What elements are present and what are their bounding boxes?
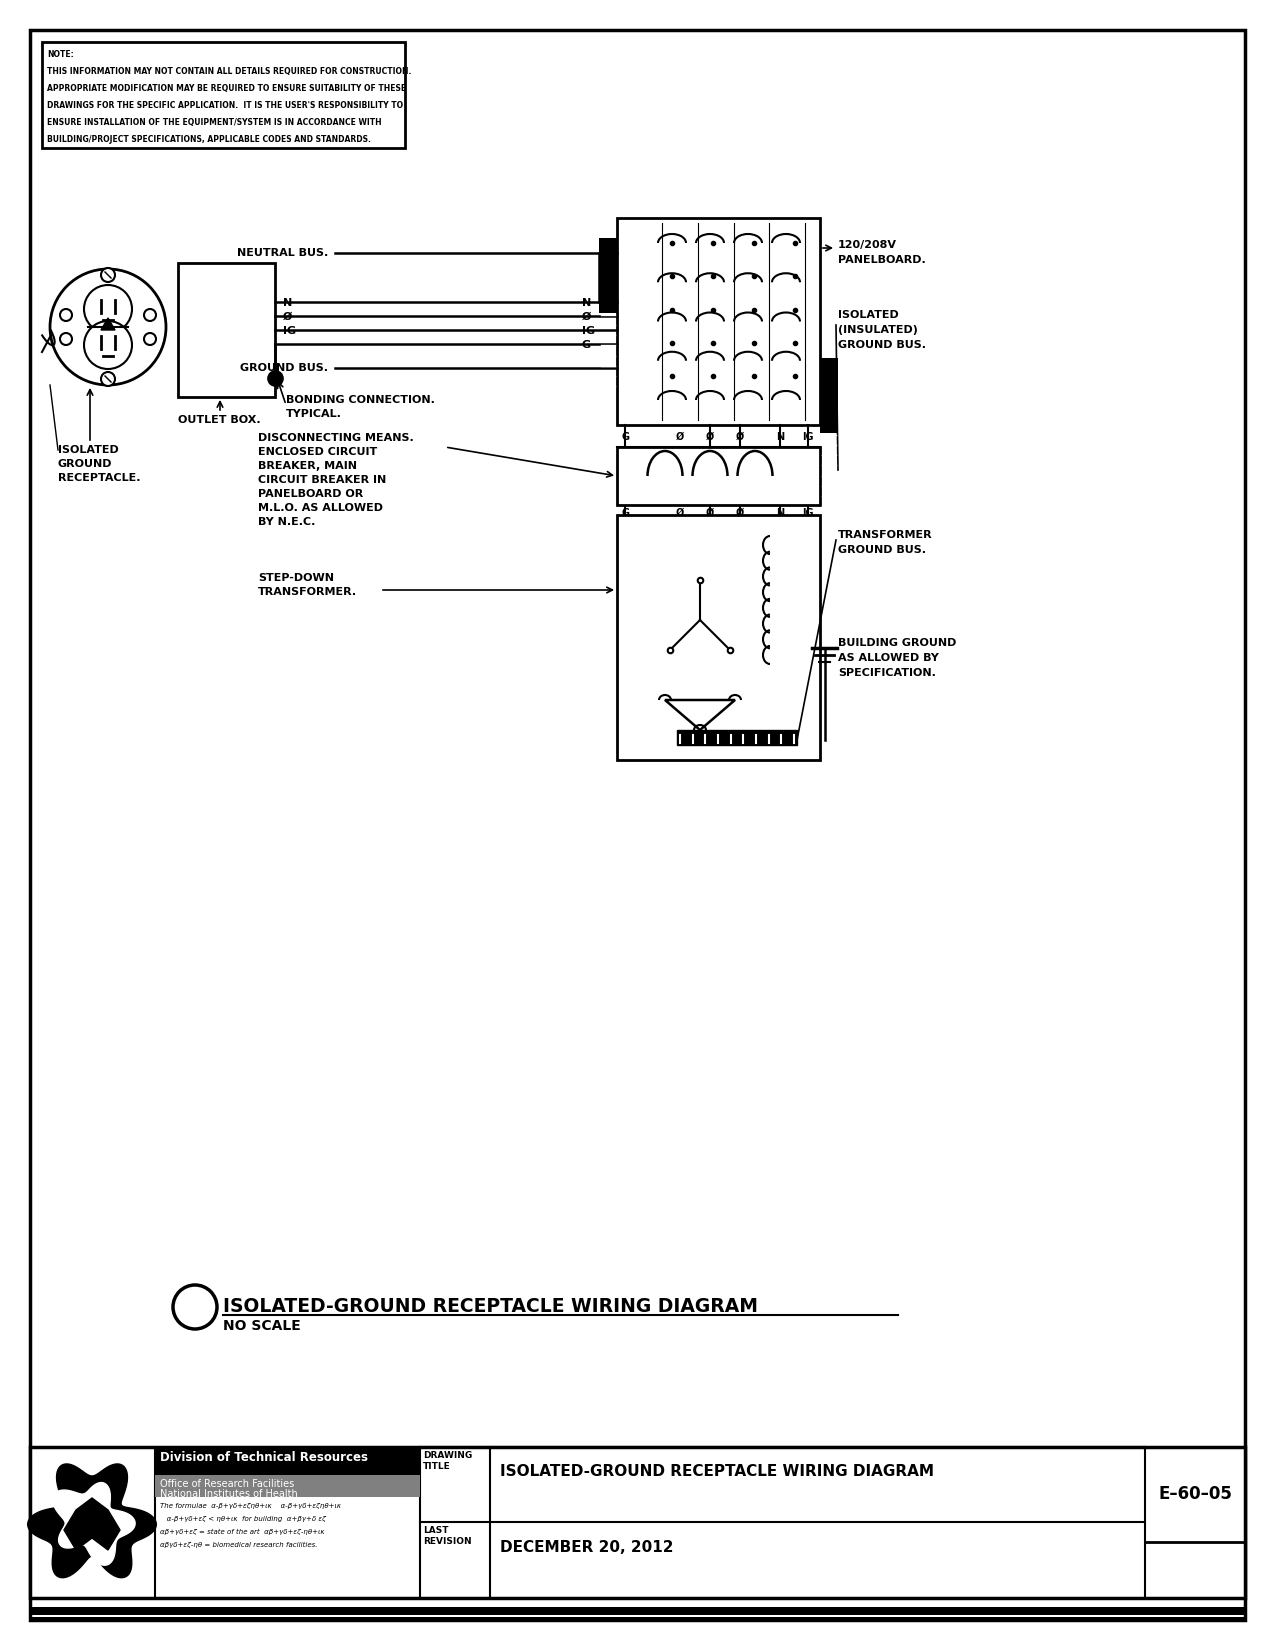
Text: NOTE:: NOTE: — [47, 50, 74, 59]
Text: N: N — [776, 508, 784, 518]
Text: (INSULATED): (INSULATED) — [838, 325, 918, 335]
Text: TITLE: TITLE — [423, 1462, 451, 1472]
Text: ISOLATED-GROUND RECEPTACLE WIRING DIAGRAM: ISOLATED-GROUND RECEPTACLE WIRING DIAGRA… — [500, 1465, 935, 1480]
Text: IG: IG — [581, 327, 595, 337]
Circle shape — [84, 322, 133, 370]
Text: ISOLATED: ISOLATED — [838, 310, 899, 320]
Bar — [617, 515, 820, 761]
Text: BY N.E.C.: BY N.E.C. — [258, 516, 315, 526]
Text: REVISION: REVISION — [423, 1538, 472, 1546]
Text: BONDING CONNECTION.: BONDING CONNECTION. — [286, 394, 435, 404]
Circle shape — [60, 333, 71, 345]
Circle shape — [144, 309, 156, 322]
Text: NEUTRAL BUS.: NEUTRAL BUS. — [237, 248, 328, 257]
Text: N: N — [581, 299, 592, 309]
Text: DISCONNECTING MEANS.: DISCONNECTING MEANS. — [258, 432, 414, 442]
Text: GROUND BUS.: GROUND BUS. — [240, 363, 328, 373]
Text: Ø: Ø — [283, 312, 292, 322]
Text: AS ALLOWED BY: AS ALLOWED BY — [838, 653, 938, 663]
Text: Ø: Ø — [676, 508, 685, 518]
Text: TYPICAL.: TYPICAL. — [286, 409, 342, 419]
Circle shape — [144, 333, 156, 345]
Text: ENCLOSED CIRCUIT: ENCLOSED CIRCUIT — [258, 447, 377, 457]
Text: DRAWINGS FOR THE SPECIFIC APPLICATION.  IT IS THE USER'S RESPONSIBILITY TO: DRAWINGS FOR THE SPECIFIC APPLICATION. I… — [47, 101, 403, 111]
Text: PANELBOARD.: PANELBOARD. — [838, 256, 926, 266]
Text: National Institutes of Health: National Institutes of Health — [159, 1488, 298, 1498]
Bar — [599, 238, 617, 314]
Polygon shape — [52, 1483, 135, 1566]
Text: N: N — [776, 432, 784, 442]
Text: αβ+γδ+εζ = state of the art  αβ+γδ+εζ-ηθ+ικ: αβ+γδ+εζ = state of the art αβ+γδ+εζ-ηθ+… — [159, 1530, 325, 1535]
Text: LAST: LAST — [423, 1526, 449, 1534]
Text: G: G — [581, 340, 592, 350]
Text: NO SCALE: NO SCALE — [223, 1318, 301, 1333]
Text: G: G — [621, 508, 629, 518]
Text: STEP-DOWN: STEP-DOWN — [258, 573, 334, 582]
Text: CIRCUIT BREAKER IN: CIRCUIT BREAKER IN — [258, 475, 386, 485]
Text: THIS INFORMATION MAY NOT CONTAIN ALL DETAILS REQUIRED FOR CONSTRUCTION.: THIS INFORMATION MAY NOT CONTAIN ALL DET… — [47, 68, 412, 76]
Circle shape — [101, 371, 115, 386]
Text: Division of Technical Resources: Division of Technical Resources — [159, 1450, 368, 1464]
Text: α-β+γδ+εζ < ηθ+ικ  for building  α+βγ+δ εζ: α-β+γδ+εζ < ηθ+ικ for building α+βγ+δ εζ — [159, 1516, 326, 1521]
Text: Ø: Ø — [676, 432, 685, 442]
Bar — [31, 1447, 1244, 1597]
Text: ENSURE INSTALLATION OF THE EQUIPMENT/SYSTEM IS IN ACCORDANCE WITH: ENSURE INSTALLATION OF THE EQUIPMENT/SYS… — [47, 119, 381, 127]
Text: ISOLATED: ISOLATED — [57, 446, 119, 455]
Text: APPROPRIATE MODIFICATION MAY BE REQUIRED TO ENSURE SUITABILITY OF THESE: APPROPRIATE MODIFICATION MAY BE REQUIRED… — [47, 84, 407, 92]
Text: GROUND BUS.: GROUND BUS. — [838, 340, 926, 350]
Text: IG: IG — [802, 508, 813, 518]
Polygon shape — [28, 1464, 157, 1577]
Bar — [617, 218, 820, 426]
Text: BREAKER, MAIN: BREAKER, MAIN — [258, 460, 357, 470]
Text: GROUND BUS.: GROUND BUS. — [838, 544, 926, 554]
Bar — [156, 1475, 419, 1497]
Text: PANELBOARD OR: PANELBOARD OR — [258, 488, 363, 498]
Text: Office of Research Facilities: Office of Research Facilities — [159, 1478, 295, 1488]
Bar — [156, 1447, 419, 1475]
Polygon shape — [64, 1498, 120, 1549]
Text: ISOLATED-GROUND RECEPTACLE WIRING DIAGRAM: ISOLATED-GROUND RECEPTACLE WIRING DIAGRA… — [223, 1297, 759, 1317]
Text: BUILDING/PROJECT SPECIFICATIONS, APPLICABLE CODES AND STANDARDS.: BUILDING/PROJECT SPECIFICATIONS, APPLICA… — [47, 135, 371, 144]
Text: TRANSFORMER: TRANSFORMER — [838, 530, 932, 540]
Text: TRANSFORMER.: TRANSFORMER. — [258, 587, 357, 597]
Text: BUILDING GROUND: BUILDING GROUND — [838, 639, 956, 648]
Text: The formulae  α-β+γδ+εζηθ+ικ    α-β+γδ+εζηθ+ικ: The formulae α-β+γδ+εζηθ+ικ α-β+γδ+εζηθ+… — [159, 1503, 340, 1510]
Circle shape — [60, 309, 71, 322]
Text: G: G — [621, 432, 629, 442]
Text: DRAWING: DRAWING — [423, 1450, 472, 1460]
Text: Ø: Ø — [706, 508, 714, 518]
Text: OUTLET BOX.: OUTLET BOX. — [179, 416, 260, 426]
Bar — [820, 358, 838, 432]
Text: GROUND: GROUND — [57, 459, 112, 469]
Bar — [677, 729, 797, 746]
Text: Ø: Ø — [706, 432, 714, 442]
Polygon shape — [101, 318, 115, 330]
Circle shape — [101, 267, 115, 282]
Bar — [42, 41, 405, 148]
Circle shape — [84, 285, 133, 333]
Text: N: N — [283, 299, 292, 309]
Text: IG: IG — [283, 327, 296, 337]
Text: DECEMBER 20, 2012: DECEMBER 20, 2012 — [500, 1539, 673, 1554]
Bar — [31, 1617, 1244, 1622]
Text: Ø: Ø — [736, 508, 745, 518]
Text: Ø: Ø — [736, 432, 745, 442]
Text: Ø: Ø — [581, 312, 592, 322]
Bar — [179, 262, 275, 398]
Text: IG: IG — [802, 432, 813, 442]
Text: SPECIFICATION.: SPECIFICATION. — [838, 668, 936, 678]
Text: αβγδ+εζ-ηθ = biomedical research facilities.: αβγδ+εζ-ηθ = biomedical research facilit… — [159, 1543, 317, 1548]
Text: RECEPTACLE.: RECEPTACLE. — [57, 474, 140, 483]
Text: M.L.O. AS ALLOWED: M.L.O. AS ALLOWED — [258, 503, 382, 513]
Bar — [617, 447, 820, 505]
Text: 120/208V: 120/208V — [838, 239, 898, 251]
Bar — [31, 1607, 1244, 1615]
Text: E–60–05: E–60–05 — [1158, 1485, 1232, 1503]
Circle shape — [50, 269, 166, 384]
